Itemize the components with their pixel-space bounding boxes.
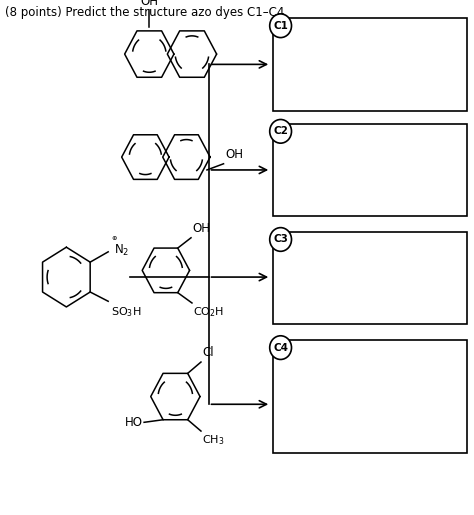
Text: $^{\oplus}$: $^{\oplus}$ [110, 235, 118, 244]
Text: C4: C4 [273, 342, 288, 353]
Text: Cl: Cl [202, 347, 214, 359]
Text: HO: HO [125, 416, 143, 429]
Text: OH: OH [140, 0, 158, 8]
Text: CO$_2$H: CO$_2$H [193, 305, 225, 319]
Bar [273, 18, 467, 111]
Text: C3: C3 [273, 234, 288, 245]
Circle shape [270, 119, 292, 143]
Text: OH: OH [225, 148, 243, 161]
Text: C1: C1 [273, 21, 288, 31]
Circle shape [270, 14, 292, 38]
Text: C2: C2 [273, 126, 288, 136]
Bar [273, 124, 467, 216]
Text: CH$_3$: CH$_3$ [202, 434, 225, 448]
Circle shape [270, 336, 292, 359]
Text: (8 points) Predict the structure azo dyes C1–C4.: (8 points) Predict the structure azo dye… [5, 6, 288, 19]
Circle shape [270, 228, 292, 251]
Bar [273, 232, 467, 324]
Bar [273, 340, 467, 453]
Text: OH: OH [192, 222, 210, 235]
Text: SO$_3$H: SO$_3$H [110, 305, 141, 319]
Text: N$_2$: N$_2$ [114, 243, 129, 258]
